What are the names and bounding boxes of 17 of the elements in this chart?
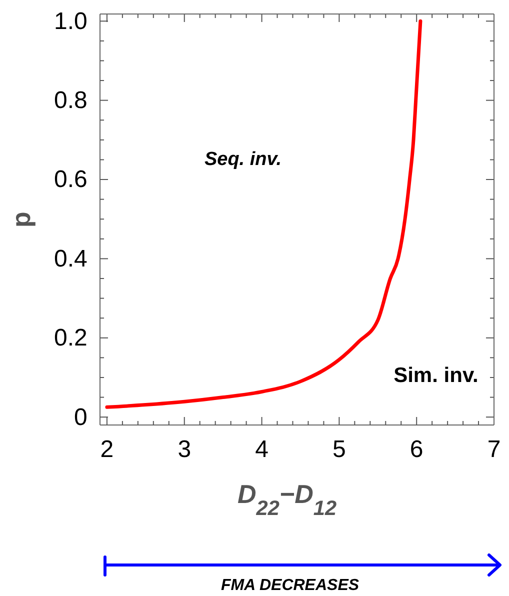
- y-axis-title: p: [6, 212, 36, 228]
- x-tick-label: 2: [100, 436, 114, 463]
- x-tick-label: 6: [410, 436, 424, 463]
- text: FMA DECREASES: [220, 577, 360, 594]
- y-tick-label: 0.6: [54, 166, 88, 194]
- x-tick-label: 4: [255, 436, 268, 463]
- y-tick-label: 0: [74, 404, 88, 431]
- x-tick-label: 7: [487, 436, 501, 463]
- x-tick-label: 5: [332, 436, 346, 463]
- y-tick-label: 0.4: [54, 245, 88, 272]
- y-tick-label: 0.2: [54, 324, 88, 352]
- y-tick-label: 0.8: [54, 87, 88, 114]
- annotation: Sim. inv.: [394, 364, 478, 387]
- x-axis-title: D$_{22}$−D$_{12}$: [237, 479, 337, 520]
- y-tick-label: 1.0: [54, 8, 88, 35]
- annotation: Seq. inv.: [204, 149, 282, 170]
- x-tick-label: 3: [178, 436, 192, 463]
